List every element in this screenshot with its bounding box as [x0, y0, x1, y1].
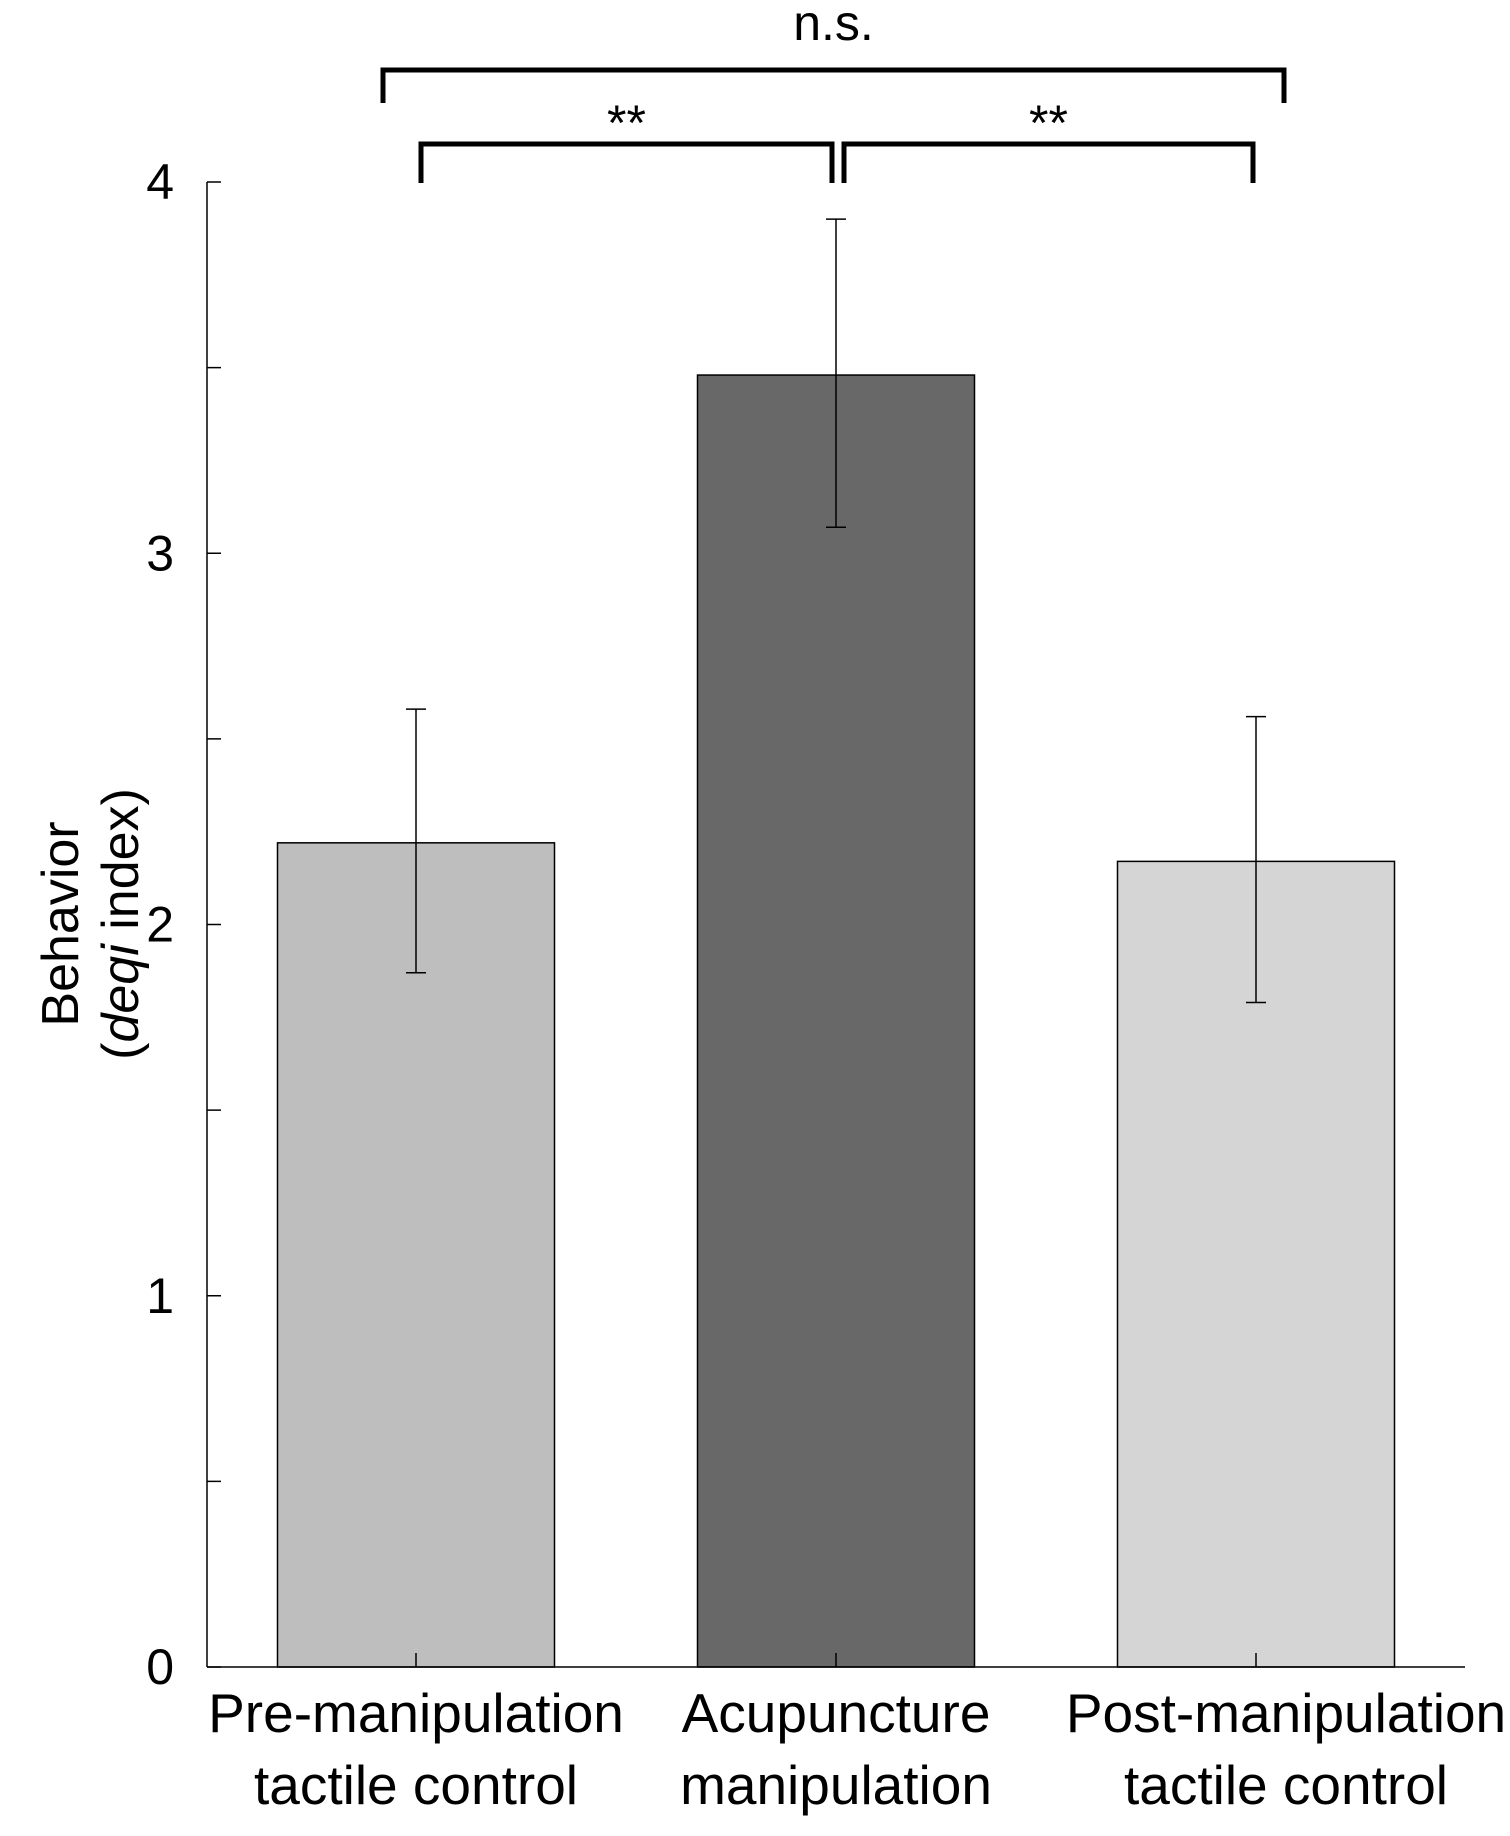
- y-axis-label-rest: index): [92, 788, 150, 944]
- x-tick-label-2-line-0: Post-manipulation: [1066, 1682, 1506, 1744]
- y-axis-label: Behavior(deqi index): [32, 788, 150, 1060]
- x-tick-label-1-line-1: manipulation: [680, 1754, 992, 1816]
- y-axis-label-line-2: (deqi index): [92, 788, 150, 1060]
- y-tick-label-2: 2: [146, 897, 174, 953]
- x-tick-label-2-line-1: tactile control: [1124, 1754, 1448, 1816]
- x-tick-label-0-line-0: Pre-manipulation: [208, 1682, 624, 1744]
- y-tick-label-1: 1: [146, 1268, 174, 1324]
- significance-bracket-0: [418, 141, 835, 183]
- y-axis-label-line-1: Behavior: [32, 821, 90, 1026]
- significance-bracket-2: [380, 67, 1287, 103]
- significance-label-1: **: [1029, 95, 1068, 151]
- y-axis-label-paren-open: (: [92, 1042, 150, 1060]
- x-tick-label-0-line-1: tactile control: [254, 1754, 578, 1816]
- y-tick-label-0: 0: [146, 1639, 174, 1695]
- significance-label-2: n.s.: [793, 0, 874, 51]
- x-tick-label-1-line-0: Acupuncture: [682, 1682, 991, 1744]
- significance-label-0: **: [607, 95, 646, 151]
- bar-1: [696, 374, 976, 1668]
- y-axis-label-italic-word: deqi: [92, 943, 150, 1043]
- y-tick-label-4: 4: [146, 154, 174, 210]
- y-tick-label-3: 3: [146, 525, 174, 581]
- significance-bracket-1: [841, 141, 1256, 183]
- bar-0: [276, 842, 556, 1668]
